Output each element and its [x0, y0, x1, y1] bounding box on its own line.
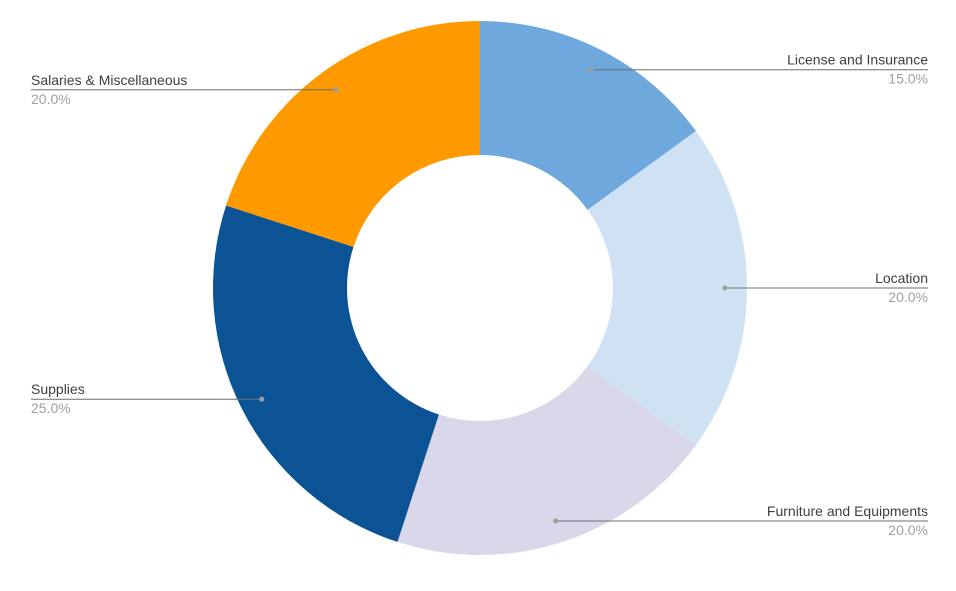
- slice-percent-supplies: 25.0%: [31, 400, 71, 416]
- labels-layer: License and Insurance15.0%Location20.0%F…: [31, 52, 928, 538]
- slice-percent-location: 20.0%: [888, 289, 928, 305]
- slice-label-salaries-and-miscellaneous: Salaries & Miscellaneous: [31, 72, 187, 88]
- slice-license-and-insurance[interactable]: [480, 21, 697, 210]
- label-group-salaries-and-miscellaneous: Salaries & Miscellaneous 20.0%: [31, 72, 339, 107]
- slices-layer: [213, 21, 747, 555]
- slice-label-license-and-insurance: License and Insurance: [787, 52, 928, 68]
- slice-salaries-and-miscellaneous[interactable]: [226, 21, 480, 247]
- leader-dot-location: [722, 285, 728, 291]
- slice-label-supplies: Supplies: [31, 381, 85, 397]
- slice-percent-license-and-insurance: 15.0%: [888, 71, 928, 87]
- leader-dot-license-and-insurance: [588, 67, 594, 73]
- label-group-location: Location 20.0%: [722, 270, 928, 305]
- label-group-furniture-and-equipments: Furniture and Equipments 20.0%: [553, 503, 928, 538]
- slice-percent-furniture-and-equipments: 20.0%: [888, 522, 928, 538]
- leader-dot-furniture-and-equipments: [553, 518, 559, 524]
- slice-label-location: Location: [875, 270, 928, 286]
- leader-dot-salaries-and-miscellaneous: [333, 87, 339, 93]
- leader-dot-supplies: [259, 396, 265, 402]
- slice-furniture-and-equipments[interactable]: [397, 366, 697, 555]
- slice-location[interactable]: [587, 131, 747, 445]
- label-group-license-and-insurance: License and Insurance 15.0%: [588, 52, 928, 87]
- slice-label-furniture-and-equipments: Furniture and Equipments: [767, 503, 928, 519]
- slice-supplies[interactable]: [213, 205, 439, 542]
- label-group-supplies: Supplies 25.0%: [31, 381, 265, 416]
- slice-percent-salaries-and-miscellaneous: 20.0%: [31, 91, 71, 107]
